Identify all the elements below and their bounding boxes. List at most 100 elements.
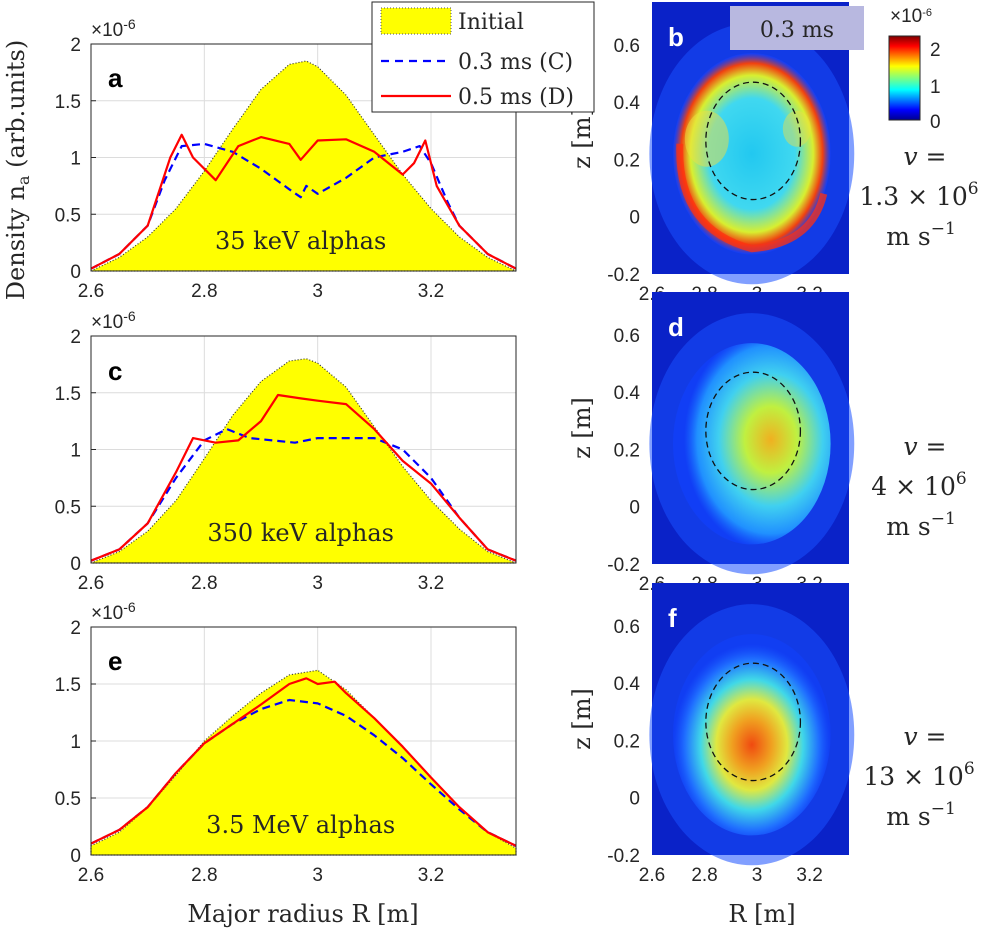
energy-annotation: 350 keV alphas xyxy=(207,519,394,547)
right-ylabel: z [m] xyxy=(568,107,596,169)
colorbar-exponent: ×10-6 xyxy=(890,6,932,27)
separatrix-ellipse xyxy=(705,662,802,782)
axes-frame xyxy=(90,626,517,856)
x-tick-label: 2.8 xyxy=(191,281,217,302)
right-xlabel: R [m] xyxy=(728,900,795,928)
velocity-units: m s−1 xyxy=(886,799,956,831)
series-initial-area xyxy=(90,60,517,272)
x-tick-label: 3.2 xyxy=(418,573,444,594)
right-ylabel: z [m] xyxy=(568,397,596,459)
heatmap-hotspot xyxy=(782,110,811,147)
y-tick-label: 0.4 xyxy=(614,93,641,114)
velocity-value: 1.3 × 106 xyxy=(859,179,978,211)
heatmap-blob xyxy=(673,53,831,255)
y-tick-label: 0 xyxy=(629,789,640,810)
series-0p3ms-line xyxy=(90,142,517,270)
y-tick-label: 0 xyxy=(70,846,81,867)
x-tick-label: 3 xyxy=(752,865,763,886)
panel-f-heatmap: 2.6 2.8 3 3.2 -0.2 0 0.2 0.4 0.6 z [m] f v = 13 × 10… xyxy=(568,583,975,886)
right-ylabel: z [m] xyxy=(568,688,596,750)
x-tick-label: 3 xyxy=(312,281,323,302)
separatrix-ellipse xyxy=(705,81,802,201)
x-tick-label: 3 xyxy=(312,573,323,594)
x-tick-label: 2.6 xyxy=(78,865,104,886)
y-tick-label: 1.5 xyxy=(55,384,81,405)
heatmap-ring-edge xyxy=(676,143,828,253)
y-tick-label: 1.5 xyxy=(55,92,81,113)
x-tick-label: 3.2 xyxy=(418,865,444,886)
y-tick-label: 1 xyxy=(70,441,81,462)
legend-swatch-initial xyxy=(380,7,452,35)
x-tick-label: 2.6 xyxy=(78,573,104,594)
x-tick-label: 3 xyxy=(312,865,323,886)
y-exponent: ×10-6 xyxy=(91,16,136,41)
y-tick-label: 0.2 xyxy=(614,731,640,752)
series-0p3ms-line xyxy=(90,698,517,847)
x-tick-label: 3.2 xyxy=(418,281,444,302)
energy-annotation: 3.5 MeV alphas xyxy=(206,811,395,839)
series-0p3ms-line xyxy=(90,428,517,562)
left-ylabel: Density na (arb.units) xyxy=(2,40,33,300)
y-tick-label: 0 xyxy=(70,262,81,283)
velocity-label: v = xyxy=(903,142,946,171)
y-tick-label: 1 xyxy=(70,732,81,753)
y-tick-label: 2 xyxy=(70,618,81,639)
panel-letter: d xyxy=(668,312,684,342)
series-0p5ms-line xyxy=(90,133,517,270)
panel-letter: e xyxy=(108,646,122,676)
y-tick-label: 0.2 xyxy=(614,150,640,171)
y-tick-label: 1.5 xyxy=(55,675,81,696)
y-tick-label: 0.6 xyxy=(614,36,640,57)
left-ylabel-main: Density n xyxy=(2,185,30,300)
legend-label-red: 0.5 ms (D) xyxy=(458,85,574,110)
panel-letter: b xyxy=(668,22,684,52)
colorbar-gradient xyxy=(888,35,921,121)
y-tick-label: 0 xyxy=(629,498,640,519)
series-0p5ms-line xyxy=(90,677,517,847)
time-box-label: 0.3 ms xyxy=(760,18,834,43)
colorbar-tick-0: 0 xyxy=(930,112,941,133)
colorbar-tick-1: 1 xyxy=(930,77,941,98)
y-tick-label: -0.2 xyxy=(607,265,640,286)
y-tick-label: 0.5 xyxy=(55,497,81,518)
panel-e-3p5mev: 2.6 2.8 3 3.2 0 0.5 1 1.5 2 ×10-6 e 3.5 MeV alphas xyxy=(55,599,517,886)
series-0p5ms-line xyxy=(90,393,517,562)
x-tick-label: 2.8 xyxy=(691,865,717,886)
heatmap-blob xyxy=(673,634,831,836)
axes-frame xyxy=(90,335,517,564)
y-exponent: ×10-6 xyxy=(91,599,136,624)
panel-a-35kev: 2.6 2.8 3 3.2 0 0.5 1 1.5 2 ×10-6 a 35 keV alphas xyxy=(55,16,517,302)
heatmap-blob xyxy=(673,343,831,545)
x-tick-label: 3.2 xyxy=(796,865,822,886)
y-tick-label: 0 xyxy=(70,554,81,575)
y-tick-label: 0.4 xyxy=(614,383,641,404)
velocity-label: v = xyxy=(903,722,946,751)
x-tick-label: 2.6 xyxy=(639,865,665,886)
velocity-label: v = xyxy=(903,432,946,461)
y-tick-label: 0.2 xyxy=(614,440,640,461)
velocity-value: 13 × 106 xyxy=(863,759,974,791)
velocity-value: 4 × 106 xyxy=(871,469,966,501)
left-ylabel-units: (arb.units) xyxy=(2,40,30,176)
heatmap-hotspot xyxy=(684,110,729,167)
y-tick-label: 0.6 xyxy=(614,326,640,347)
y-tick-label: 0.5 xyxy=(55,789,81,810)
y-tick-label: 0.6 xyxy=(614,617,640,638)
y-tick-label: -0.2 xyxy=(607,846,640,867)
y-tick-label: -0.2 xyxy=(607,555,640,576)
axes-frame xyxy=(90,43,517,272)
x-tick-label: 2.8 xyxy=(191,865,217,886)
time-box: 0.3 ms xyxy=(730,6,864,50)
colorbar: ×10-6 2 1 0 xyxy=(888,6,941,133)
legend-label-blue: 0.3 ms (C) xyxy=(458,50,573,75)
y-tick-label: 2 xyxy=(70,327,81,348)
y-tick-label: 1 xyxy=(70,149,81,170)
left-ylabel-sub: a xyxy=(14,175,33,185)
y-tick-label: 0.4 xyxy=(614,674,641,695)
velocity-units: m s−1 xyxy=(886,219,956,251)
y-exponent: ×10-6 xyxy=(91,308,136,333)
series-initial-area xyxy=(90,358,517,564)
panel-letter: c xyxy=(108,356,122,386)
panel-d-heatmap: 2.62.833.2-0.200.20.40.6z [m]dv =4 × 106… xyxy=(568,292,967,595)
